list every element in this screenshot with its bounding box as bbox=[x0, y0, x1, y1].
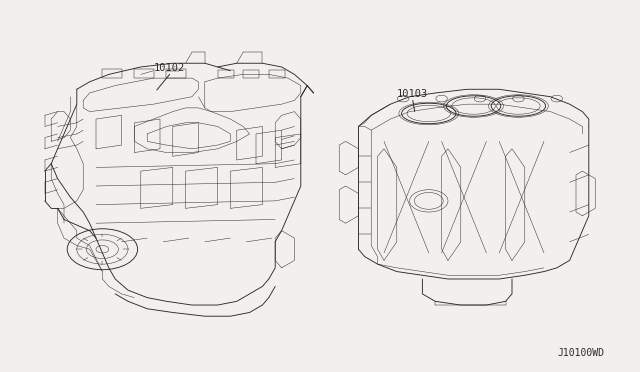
Bar bbox=[269, 70, 285, 78]
Bar bbox=[102, 69, 122, 78]
Text: 10103: 10103 bbox=[397, 89, 428, 99]
Text: 10102: 10102 bbox=[154, 62, 185, 73]
Bar bbox=[134, 69, 154, 78]
Text: J10100WD: J10100WD bbox=[558, 348, 605, 358]
Bar bbox=[243, 70, 259, 78]
Bar bbox=[166, 69, 186, 78]
Bar bbox=[218, 70, 234, 78]
